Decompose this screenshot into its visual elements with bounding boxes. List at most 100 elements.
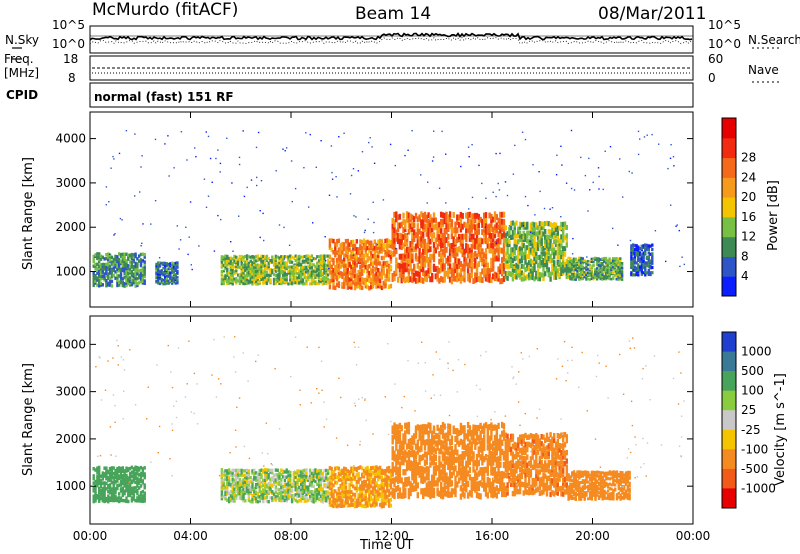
echo-cell — [395, 263, 398, 270]
echo-cell — [254, 485, 258, 490]
echo-cell — [235, 489, 238, 493]
echo-cell — [378, 472, 382, 477]
echo-cell — [319, 263, 323, 267]
echo-cell — [245, 265, 249, 269]
echo-cell — [242, 282, 245, 286]
echo-cell — [391, 251, 394, 258]
echo-cell — [558, 254, 561, 260]
echo-cell — [454, 251, 457, 257]
echo-cell — [504, 274, 507, 280]
echo-cell — [119, 260, 123, 264]
echo-cell — [553, 266, 556, 272]
echo-cell — [92, 254, 95, 259]
echo-cell — [595, 272, 599, 276]
sparse-echo-point — [328, 267, 330, 270]
echo-cell — [290, 497, 294, 502]
echo-cell — [509, 271, 513, 277]
echo-cell — [321, 277, 324, 281]
echo-cell — [125, 261, 128, 265]
echo-cell — [556, 255, 559, 261]
echo-cell — [445, 477, 448, 484]
echo-cell — [457, 258, 461, 265]
echo-cell — [116, 278, 119, 282]
echo-cell — [107, 272, 110, 276]
echo-cell — [588, 274, 592, 277]
echo-cell — [346, 238, 349, 244]
echo-cell — [171, 263, 174, 266]
echo-cell — [224, 487, 227, 492]
echo-cell — [98, 274, 101, 279]
echo-cell — [260, 273, 263, 277]
echo-cell — [502, 211, 506, 218]
sparse-echo-point — [167, 135, 169, 137]
echo-cell — [651, 260, 654, 264]
echo-cell — [254, 499, 258, 504]
echo-cell — [472, 252, 475, 259]
echo-cell — [269, 268, 272, 272]
echo-cell — [465, 243, 468, 249]
echo-cell — [107, 276, 110, 281]
echo-cell — [337, 475, 341, 480]
echo-cell — [323, 490, 326, 494]
echo-cell — [601, 267, 604, 270]
echo-cell — [651, 252, 654, 256]
echo-cell — [167, 270, 170, 274]
echo-cell — [274, 480, 278, 484]
echo-cell — [407, 476, 411, 483]
echo-cell — [289, 492, 292, 496]
echo-cell — [335, 275, 339, 280]
echo-cell — [502, 223, 506, 230]
echo-cell — [420, 258, 423, 265]
echo-cell — [633, 255, 637, 259]
echo-cell — [362, 238, 366, 243]
echo-cell — [560, 225, 563, 231]
echo-cell — [240, 277, 243, 281]
echo-cell — [637, 245, 640, 249]
echo-cell — [569, 256, 572, 260]
echo-cell — [245, 271, 249, 275]
echo-cell — [484, 228, 488, 235]
echo-cell — [105, 466, 108, 470]
echo-cell — [443, 218, 446, 225]
echo-cell — [283, 279, 287, 283]
echo-cell — [441, 440, 445, 447]
echo-cell — [633, 259, 637, 263]
echo-cell — [130, 486, 134, 491]
echo-cell — [576, 266, 579, 270]
echo-cell — [251, 478, 254, 482]
echo-cell — [474, 228, 477, 235]
echo-cell — [98, 257, 101, 262]
echo-cell — [422, 270, 425, 277]
echo-cell — [395, 257, 398, 264]
echo-cell — [411, 253, 414, 260]
echo-cell — [645, 261, 649, 265]
echo-cell — [319, 280, 323, 284]
echo-cell — [350, 503, 353, 507]
sparse-echo-point — [485, 197, 487, 199]
echo-cell — [344, 495, 348, 500]
echo-cell — [344, 263, 348, 268]
echo-cell — [227, 496, 231, 500]
echo-cell — [432, 256, 436, 263]
echo-cell — [595, 263, 599, 267]
echo-cell — [461, 471, 464, 478]
echo-cell — [538, 221, 542, 227]
echo-cell — [289, 275, 292, 279]
echo-cell — [289, 265, 292, 269]
echo-cell — [136, 478, 139, 483]
echo-cell — [499, 263, 502, 270]
echo-cell — [316, 475, 319, 479]
echo-cell — [450, 267, 454, 274]
echo-cell — [472, 223, 475, 230]
echo-cell — [443, 455, 446, 463]
echo-cell — [531, 221, 534, 227]
echo-cell — [384, 474, 387, 478]
echo-cell — [96, 474, 99, 478]
echo-cell — [303, 499, 306, 503]
echo-cell — [357, 498, 360, 503]
echo-cell — [474, 257, 477, 264]
echo-cell — [391, 454, 394, 461]
echo-cell — [235, 472, 238, 477]
echo-cell — [337, 238, 341, 243]
sparse-echo-point — [187, 253, 189, 256]
